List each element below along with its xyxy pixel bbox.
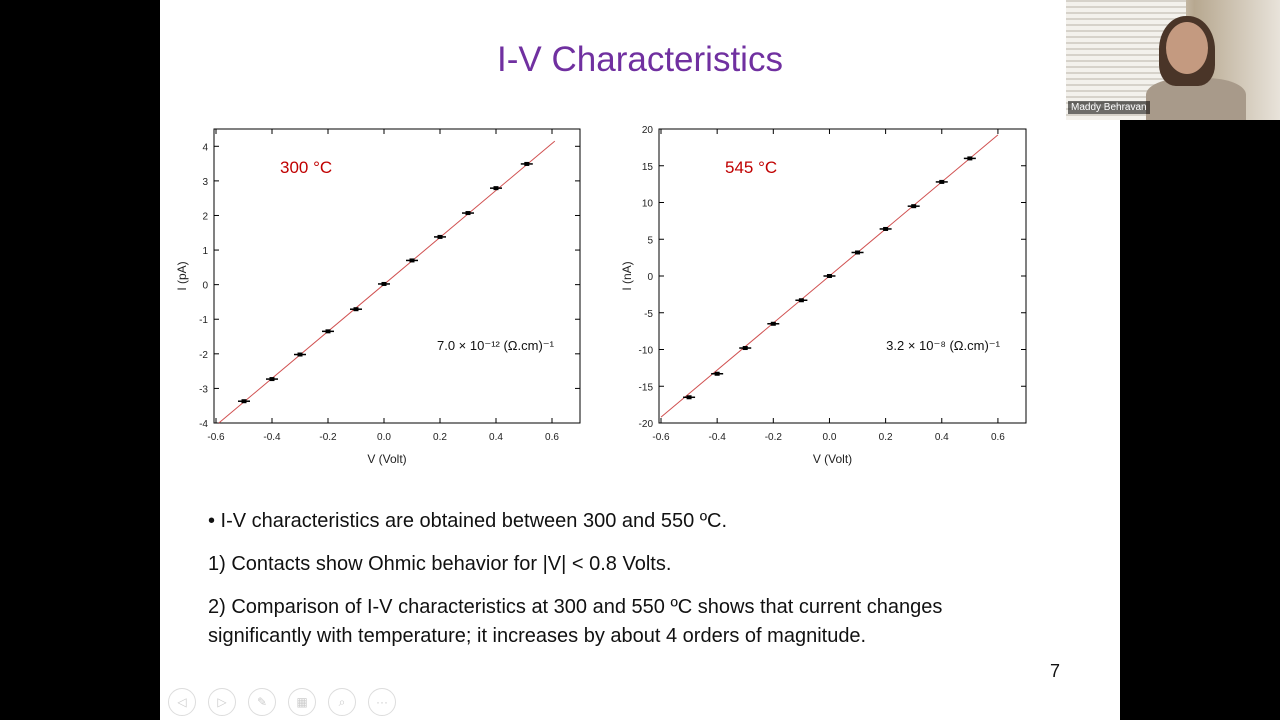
data-point xyxy=(883,226,889,231)
x-tick-label: 0.6 xyxy=(991,432,1005,443)
x-tick-label: 0.2 xyxy=(879,432,893,443)
data-point xyxy=(493,186,499,191)
iv-chart-300c: -0.6 -0.4 -0.2 0.0 0.2 0.4 0.6 -4 -3 -2 -1 0 1 2 3 4 V (… xyxy=(175,128,581,466)
x-tick-label: -0.2 xyxy=(319,432,337,443)
data-point xyxy=(855,250,861,255)
y-tick-label: -20 xyxy=(639,419,654,430)
x-tick-label: -0.6 xyxy=(652,432,670,443)
data-point xyxy=(465,211,471,216)
y-axis-label: I (nA) xyxy=(620,261,634,290)
x-axis-label: V (Volt) xyxy=(367,452,406,466)
data-point xyxy=(409,258,415,263)
y-tick-label: -2 xyxy=(199,350,208,361)
x-axis-label: V (Volt) xyxy=(813,452,852,466)
y-tick-label: -4 xyxy=(199,419,208,430)
data-point xyxy=(353,307,359,312)
participant-video[interactable]: Maddy Behravan xyxy=(1066,0,1280,120)
x-tick-label: -0.4 xyxy=(709,432,727,443)
data-point xyxy=(826,274,832,278)
data-point xyxy=(770,321,776,326)
data-point xyxy=(241,399,247,404)
zoom-icon[interactable]: ⌕ xyxy=(328,688,356,716)
temperature-label: 545 °C xyxy=(725,158,777,177)
y-tick-label: 3 xyxy=(202,177,208,188)
plot-frame xyxy=(213,128,581,424)
y-tick-label: 20 xyxy=(642,125,654,136)
x-tick-label: -0.2 xyxy=(765,432,783,443)
data-point xyxy=(269,377,275,382)
data-point xyxy=(325,329,331,334)
data-point xyxy=(524,161,530,166)
pen-icon[interactable]: ✎ xyxy=(248,688,276,716)
data-point xyxy=(686,395,692,400)
y-tick-label: 4 xyxy=(202,142,208,153)
data-point xyxy=(714,371,720,376)
data-point xyxy=(381,281,387,286)
point-1: 1) Contacts show Ohmic behavior for |V| … xyxy=(208,553,672,575)
point-2: 2) Comparison of I-V characteristics at … xyxy=(208,596,943,647)
y-tick-label: -1 xyxy=(199,315,208,326)
temperature-label: 300 °C xyxy=(280,158,332,177)
y-axis-label: I (pA) xyxy=(175,261,189,290)
participant-name: Maddy Behravan xyxy=(1068,101,1150,114)
y-tick-label: 0 xyxy=(202,281,208,292)
x-tick-label: -0.6 xyxy=(207,432,225,443)
next-icon[interactable]: ▷ xyxy=(208,688,236,716)
data-point xyxy=(967,156,973,161)
participant-head xyxy=(1166,22,1208,74)
previous-icon[interactable]: ◁ xyxy=(168,688,196,716)
y-tick-label: -10 xyxy=(639,346,654,357)
y-tick-label: -5 xyxy=(644,309,653,320)
data-point xyxy=(437,234,443,239)
conductivity-label: 7.0 × 10⁻¹² (Ω.cm)⁻¹ xyxy=(437,338,555,353)
x-tick-label: 0.0 xyxy=(823,432,837,443)
presentation-controls: ◁ ▷ ✎ ▦ ⌕ ··· xyxy=(168,688,396,716)
slide: I-V Characteristics -0.6 -0.4 -0.2 0.0 0.2 0.… xyxy=(160,0,1120,720)
bullet-1: • I-V characteristics are obtained betwe… xyxy=(208,510,728,532)
y-tick-label: 1 xyxy=(202,246,208,257)
more-icon[interactable]: ··· xyxy=(368,688,396,716)
conductivity-label: 3.2 × 10⁻⁸ (Ω.cm)⁻¹ xyxy=(886,338,1000,353)
data-point xyxy=(297,352,303,357)
y-tick-label: -3 xyxy=(199,384,208,395)
y-tick-label: 5 xyxy=(647,235,653,246)
y-tick-label: 0 xyxy=(647,272,653,283)
plot-frame xyxy=(658,128,1027,424)
y-tick-label: -15 xyxy=(639,382,654,393)
y-tick-label: 2 xyxy=(202,211,208,222)
page-number: 7 xyxy=(1050,661,1061,681)
data-point xyxy=(798,298,804,303)
data-point xyxy=(742,346,748,351)
y-tick-label: 15 xyxy=(642,162,654,173)
x-tick-label: 0.4 xyxy=(489,432,503,443)
data-point xyxy=(939,179,945,184)
x-tick-label: 0.4 xyxy=(935,432,949,443)
y-tick-label: 10 xyxy=(642,199,654,210)
x-tick-label: 0.6 xyxy=(545,432,559,443)
iv-chart-545c: -0.6 -0.4 -0.2 0.0 0.2 0.4 0.6 -20 -15 -10 -5 0 5 10 1… xyxy=(620,125,1027,466)
x-tick-label: 0.2 xyxy=(433,432,447,443)
data-point xyxy=(911,204,917,209)
x-tick-label: 0.0 xyxy=(377,432,391,443)
x-tick-label: -0.4 xyxy=(263,432,281,443)
slides-icon[interactable]: ▦ xyxy=(288,688,316,716)
slide-title: I-V Characteristics xyxy=(497,40,783,79)
